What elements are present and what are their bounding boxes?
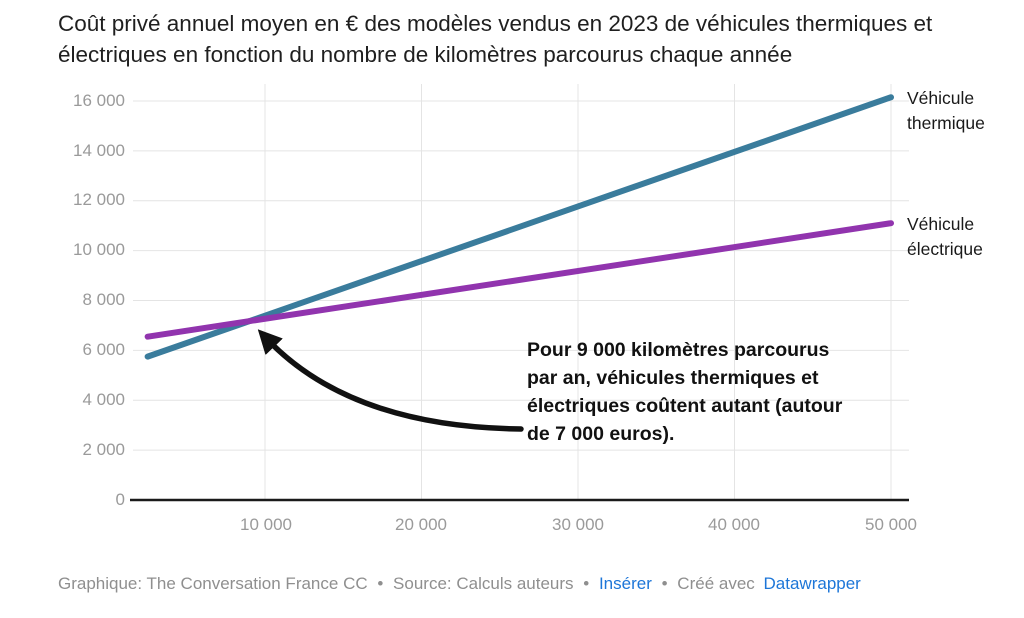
footer-separator: •	[661, 574, 668, 593]
footer-source: Source: Calculs auteurs	[393, 574, 574, 593]
annotation-line: par an, véhicules thermiques et	[527, 367, 819, 389]
annotation-text: Pour 9 000 kilomètres parcourus par an, …	[527, 336, 927, 448]
series-label-electrique: Véhicule électrique	[907, 214, 983, 259]
annotation-line: électriques coûtent autant (autour	[527, 395, 843, 417]
annotation-arrow	[257, 329, 524, 432]
y-tick-label: 0	[115, 490, 125, 509]
y-tick-label: 12 000	[73, 190, 125, 209]
series-label-thermique: Véhicule thermique	[907, 88, 985, 133]
footer: Graphique: The Conversation France CC • …	[58, 574, 1008, 594]
y-tick-label: 2 000	[82, 440, 125, 459]
annotation-line: de 7 000 euros).	[527, 423, 675, 445]
y-tick-label: 4 000	[82, 390, 125, 409]
y-tick-label: 10 000	[73, 240, 125, 259]
series-line-electrique	[144, 220, 894, 340]
x-tick-label: 10 000	[240, 515, 292, 534]
footer-separator: •	[377, 574, 384, 593]
embed-link[interactable]: Insérer	[598, 574, 652, 593]
footer-credit: Graphique: The Conversation France CC	[58, 574, 368, 593]
x-tick-label: 20 000	[395, 515, 447, 534]
annotation-line: Pour 9 000 kilomètres parcourus	[527, 339, 830, 361]
y-tick-label: 16 000	[73, 91, 125, 110]
y-tick-label: 14 000	[73, 141, 125, 160]
x-tick-label: 40 000	[708, 515, 760, 534]
x-tick-label: 50 000	[865, 515, 917, 534]
footer-created-with: Créé avec	[677, 574, 755, 593]
footer-separator: •	[583, 574, 590, 593]
datawrapper-link[interactable]: Datawrapper	[763, 574, 861, 593]
x-tick-label: 30 000	[552, 515, 604, 534]
y-tick-label: 6 000	[82, 340, 125, 359]
y-tick-label: 8 000	[82, 290, 125, 309]
series-line-thermique	[144, 94, 894, 360]
chart-title: Coût privé annuel moyen en € des modèles…	[58, 11, 933, 67]
